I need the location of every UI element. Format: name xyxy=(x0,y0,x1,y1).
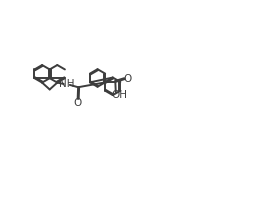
Text: OH: OH xyxy=(111,90,127,100)
Text: O: O xyxy=(124,74,132,84)
Text: NH: NH xyxy=(59,79,74,89)
Text: O: O xyxy=(73,98,82,108)
